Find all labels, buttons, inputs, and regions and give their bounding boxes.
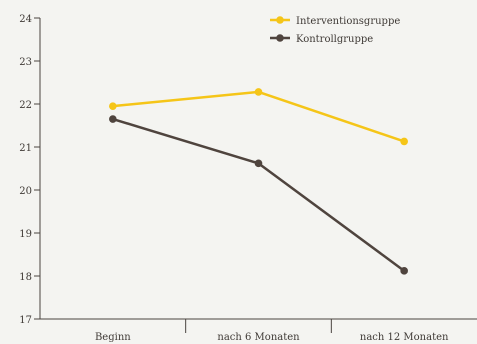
legend-label: Interventionsgruppe xyxy=(296,16,400,27)
y-tick-label: 18 xyxy=(19,272,32,283)
x-tick-label: nach 12 Monaten xyxy=(360,332,449,343)
y-tick-label: 24 xyxy=(19,14,32,25)
data-point xyxy=(109,102,117,110)
x-axis: Beginn nach 6 Monaten nach 12 Monaten xyxy=(40,318,477,343)
legend-item: Interventionsgruppe xyxy=(270,16,400,27)
y-tick-label: 21 xyxy=(19,143,32,154)
y-tick-label: 17 xyxy=(19,315,32,326)
series-1 xyxy=(109,88,408,146)
legend-item: Kontrollgruppe xyxy=(270,34,373,45)
series-2 xyxy=(109,115,408,275)
data-point xyxy=(254,88,263,96)
y-tick-label: 20 xyxy=(19,186,32,197)
y-tick-label: 19 xyxy=(19,229,32,240)
series-layer xyxy=(109,88,408,275)
y-tick-label: 23 xyxy=(19,57,32,68)
series-line xyxy=(112,117,405,272)
data-point xyxy=(400,267,408,275)
data-point xyxy=(109,115,117,123)
legend-marker xyxy=(276,34,284,42)
x-tick-label: nach 6 Monaten xyxy=(217,332,300,343)
data-point xyxy=(400,137,408,146)
x-tick-label: Beginn xyxy=(95,332,131,343)
legend-label: Kontrollgruppe xyxy=(296,34,373,45)
y-axis: 17 18 19 20 21 22 23 24 xyxy=(19,14,41,326)
data-point xyxy=(254,159,263,168)
legend-marker xyxy=(276,16,284,24)
series-line xyxy=(112,90,405,143)
legend: Interventionsgruppe Kontrollgruppe xyxy=(270,16,400,45)
y-tick-label: 22 xyxy=(19,100,32,111)
